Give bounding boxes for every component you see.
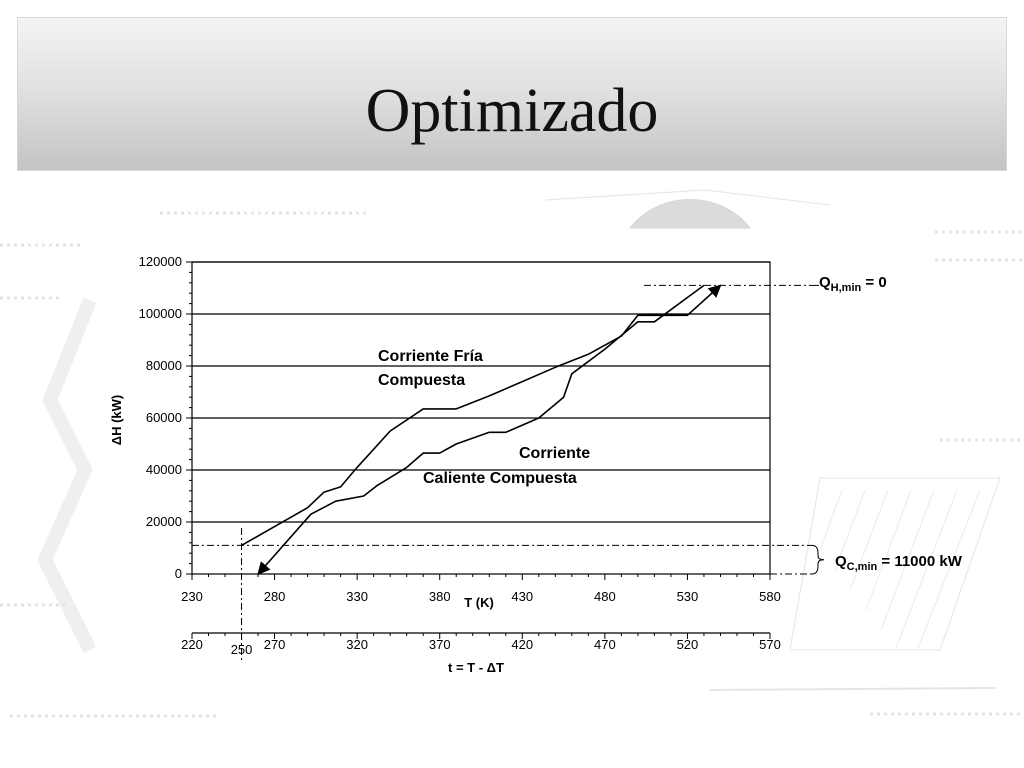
x2-tick-label: 520 (677, 637, 699, 652)
qc-brace (811, 544, 825, 575)
qc-min-annotation: QC,min = 11000 kW (835, 553, 963, 573)
x-tick-label: 480 (594, 589, 616, 604)
x-tick-label: 530 (677, 589, 699, 604)
y-tick-label: 100000 (139, 306, 182, 321)
pinch-guides (192, 284, 825, 662)
y-axis-label: ΔH (kW) (109, 395, 124, 446)
y-tick-label: 60000 (146, 410, 182, 425)
x-axis-label: T (K) (464, 595, 494, 610)
y-axis: 0 20000 40000 60000 80000 100000 120000 (139, 254, 192, 581)
y-tick-label: 120000 (139, 254, 182, 269)
x-tick-label: 330 (346, 589, 368, 604)
x-axis: 230 280 330 380 430 480 530 580 (181, 574, 781, 604)
x-tick-label: 430 (511, 589, 533, 604)
qh-min-annotation: QH,min = 0 (819, 274, 887, 294)
y-tick-label: 80000 (146, 358, 182, 373)
cold-composite-curve (241, 284, 722, 547)
x2-tick-label: 320 (346, 637, 368, 652)
x2-tick-label: 370 (429, 637, 451, 652)
x2-tick-label: 470 (594, 637, 616, 652)
y-tick-label: 20000 (146, 514, 182, 529)
secondary-x-axis-label: t = T - ΔT (448, 660, 504, 675)
x-tick-label: 580 (759, 589, 781, 604)
x-tick-label: 380 (429, 589, 451, 604)
x2-tick-label: 570 (759, 637, 781, 652)
y-tick-label: 0 (175, 566, 182, 581)
y-tick-label: 40000 (146, 462, 182, 477)
cold-curve-label-line1: Corriente Fría (378, 348, 483, 365)
hot-curve-label-line1: Corriente (519, 445, 590, 462)
x2-tick-label: 270 (264, 637, 286, 652)
x-tick-label: 280 (264, 589, 286, 604)
series (241, 284, 722, 575)
cold-curve-label-line2: Compuesta (378, 372, 465, 389)
slide-title: Optimizado (365, 77, 659, 145)
hot-curve-label-line2: Caliente Compuesta (423, 470, 577, 487)
x2-tick-label: 220 (181, 637, 203, 652)
background-decoration (0, 189, 1024, 718)
secondary-x-axis: 220 250 270 320 370 420 470 520 570 (181, 632, 781, 657)
x-tick-label: 230 (181, 589, 203, 604)
hot-composite-curve (257, 284, 705, 575)
title-banner: Optimizado (17, 17, 1007, 171)
x2-tick-label: 420 (511, 637, 533, 652)
